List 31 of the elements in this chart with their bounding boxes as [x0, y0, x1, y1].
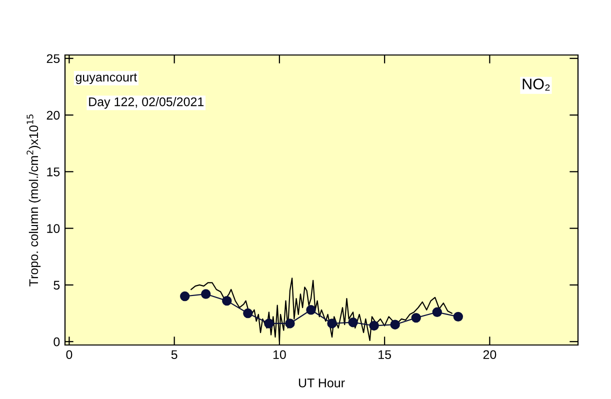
- x-tick-label: 10: [273, 350, 286, 360]
- annotation: NO₂: [522, 78, 550, 91]
- y-axis-title: Tropo. column (mol./cm$^{2}$)x10$^{15}$: [26, 114, 41, 286]
- point: [180, 291, 190, 302]
- y-tick-label: 5: [54, 280, 60, 290]
- annotation: guyancourt: [76, 73, 138, 84]
- y-tick-label: 25: [46, 54, 60, 64]
- x-axis-title: UT Hour: [298, 378, 345, 388]
- x-tick-label: 0: [66, 350, 72, 360]
- point: [390, 320, 400, 330]
- point: [201, 289, 211, 299]
- point: [222, 296, 232, 306]
- point: [306, 305, 316, 315]
- line-series: [190, 278, 452, 342]
- point: [411, 312, 421, 323]
- point: [369, 320, 379, 331]
- y-tick-label: 0: [54, 337, 60, 346]
- annotation: Day 122, 02/05/2021: [89, 97, 204, 109]
- point: [243, 308, 253, 318]
- y-tick-label: 10: [47, 224, 60, 233]
- point: [348, 317, 358, 328]
- point: [264, 318, 274, 328]
- point: [327, 318, 337, 328]
- point: [285, 318, 295, 328]
- x-tick-label: 5: [171, 350, 178, 360]
- y-tick-label: 15: [47, 168, 60, 176]
- point: [432, 307, 442, 318]
- y-tick-label: 20: [46, 110, 60, 120]
- x-tick-label: 15: [378, 350, 391, 360]
- x-tick-label: 20: [483, 350, 496, 360]
- point: [453, 312, 464, 322]
